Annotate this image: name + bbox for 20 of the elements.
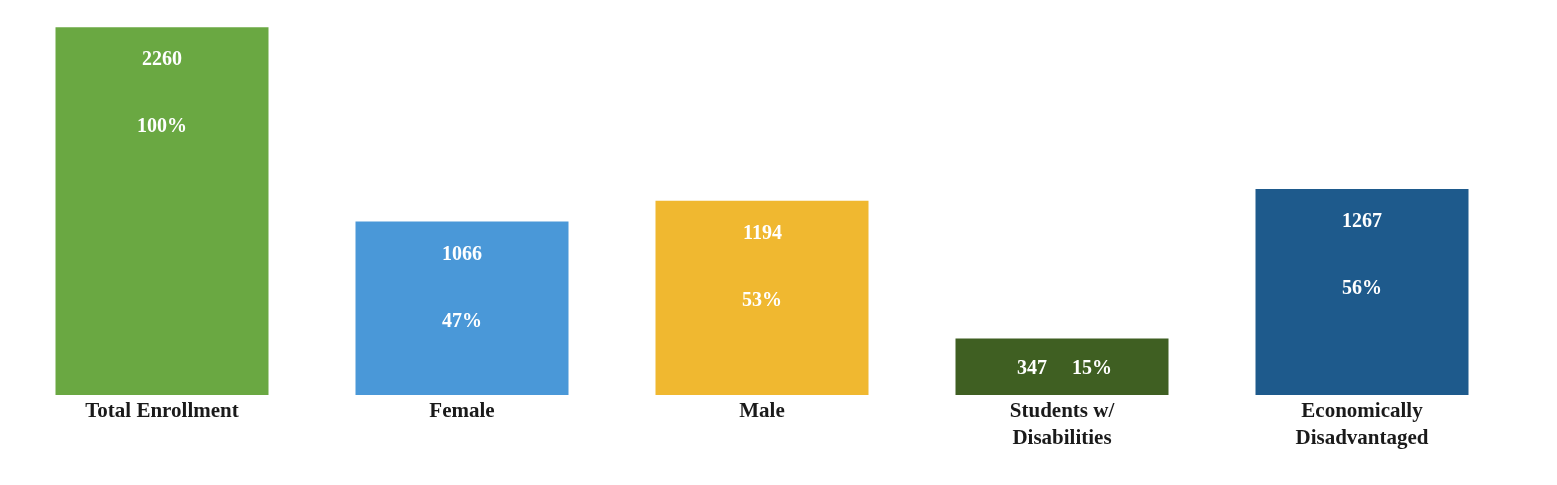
bar	[55, 27, 269, 395]
x-tick-label: Total Enrollment	[85, 398, 239, 422]
x-tick-label: Male	[739, 398, 785, 422]
annotation: 15%	[1072, 356, 1112, 378]
annotation: 56%	[1342, 276, 1382, 298]
bar	[1255, 188, 1469, 395]
data-label: 347	[1017, 356, 1047, 378]
bar	[655, 200, 869, 395]
annotation: 100%	[137, 114, 187, 136]
x-tick-label: Economically Disadvantaged	[1295, 398, 1429, 450]
data-label: 2260	[142, 47, 182, 69]
annotation: 53%	[742, 288, 782, 310]
data-label: 1066	[442, 242, 482, 264]
data-label: 1194	[743, 221, 782, 243]
annotation: 47%	[442, 309, 482, 331]
x-tick-label: Students w/ Disabilities	[1009, 398, 1116, 450]
data-label: 1267	[1342, 209, 1382, 231]
x-tick-label: Female	[429, 398, 495, 422]
bar	[955, 338, 1169, 395]
bar	[355, 221, 569, 395]
